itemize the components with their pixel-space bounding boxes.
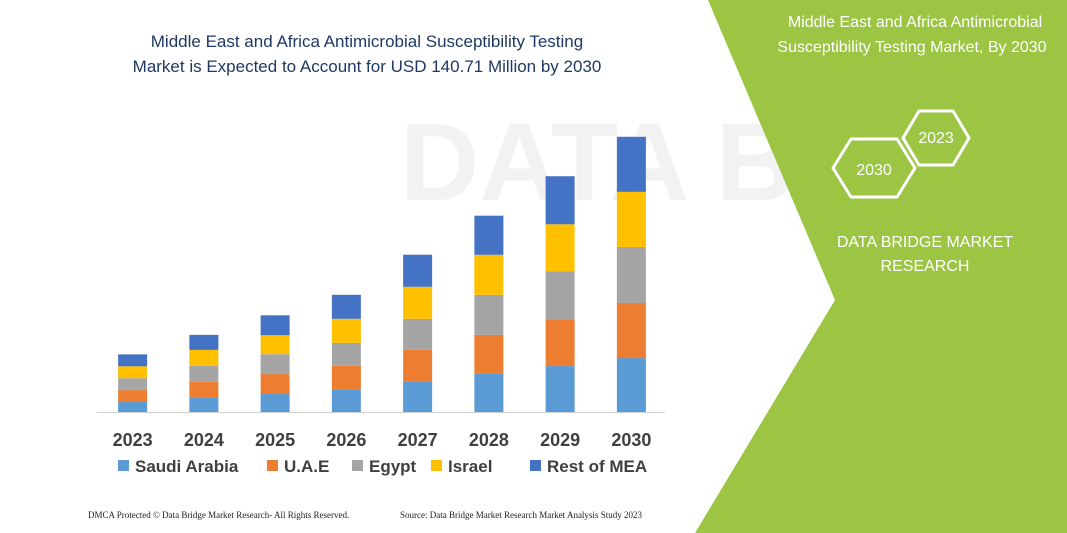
legend-label: Rest of MEA	[547, 457, 647, 476]
x-tick-label: 2026	[326, 430, 366, 450]
legend-swatch	[267, 460, 278, 471]
bar-segment	[545, 271, 575, 320]
bar-segment	[545, 366, 575, 412]
bar-segment	[545, 176, 575, 225]
bar-segment	[118, 366, 148, 379]
bar-segment	[331, 365, 361, 390]
bar-segment	[545, 319, 575, 367]
bar-segment	[189, 334, 219, 350]
bar-segment	[403, 254, 433, 287]
side-panel-bg	[695, 0, 1067, 533]
legend-swatch	[352, 460, 363, 471]
legend-swatch	[118, 460, 129, 471]
footer-right: Source: Data Bridge Market Research Mark…	[400, 510, 642, 520]
side-title: Middle East and Africa Antimicrobial	[788, 14, 1042, 31]
brand: DATA BRIDGE MARKET	[837, 234, 1014, 251]
bar-segment	[260, 374, 290, 395]
x-tick-label: 2023	[113, 430, 153, 450]
bar-segment	[474, 254, 504, 295]
bar-segment	[260, 354, 290, 375]
badge-label: 2030	[856, 162, 892, 179]
bar-segment	[260, 315, 290, 336]
bar-segment	[474, 294, 504, 335]
bar-segment	[118, 402, 148, 412]
legend-label: Saudi Arabia	[135, 457, 239, 476]
bar-segment	[616, 136, 646, 192]
footer-left: DMCA Protected © Data Bridge Market Rese…	[88, 510, 349, 520]
legend-label: Israel	[448, 457, 492, 476]
x-tick-label: 2025	[255, 430, 295, 450]
x-tick-label: 2024	[184, 430, 224, 450]
bar-segment	[189, 365, 219, 382]
chart-title: Market is Expected to Account for USD 14…	[133, 57, 602, 76]
badge-hex	[831, 137, 917, 199]
bar-segment	[260, 394, 290, 412]
bar-segment	[616, 358, 646, 412]
bar-segment	[331, 318, 361, 343]
bar-segment	[616, 246, 646, 304]
bar-segment	[545, 224, 575, 272]
bar-segment	[331, 389, 361, 412]
badge-hex	[901, 109, 971, 167]
bar-segment	[118, 354, 148, 367]
bar-segment	[189, 349, 219, 366]
bar-segment	[118, 378, 148, 391]
bar-segment	[616, 191, 646, 247]
bar-segment	[189, 381, 219, 398]
bar-segment	[403, 349, 433, 382]
bar-segment	[403, 318, 433, 350]
bar-segment	[331, 342, 361, 366]
bar-segment	[474, 334, 504, 374]
chart-title: Middle East and Africa Antimicrobial Sus…	[151, 32, 583, 51]
legend-label: U.A.E	[284, 457, 329, 476]
x-tick-label: 2030	[611, 430, 651, 450]
legend-label: Egypt	[369, 457, 417, 476]
side-title: Susceptibility Testing Market, By 2030	[777, 39, 1046, 56]
legend-swatch	[431, 460, 442, 471]
brand: RESEARCH	[881, 258, 970, 275]
bar-segment	[118, 390, 148, 403]
bar-segment	[331, 294, 361, 319]
bar-segment	[403, 381, 433, 412]
x-tick-label: 2027	[398, 430, 438, 450]
badge-label: 2023	[918, 130, 954, 147]
bar-segment	[616, 303, 646, 359]
x-tick-label: 2028	[469, 430, 509, 450]
bar-segment	[403, 286, 433, 319]
bar-segment	[260, 335, 290, 355]
legend-swatch	[530, 460, 541, 471]
bar-segment	[189, 397, 219, 412]
bar-segment	[474, 373, 504, 412]
x-tick-label: 2029	[540, 430, 580, 450]
bar-segment	[474, 215, 504, 255]
